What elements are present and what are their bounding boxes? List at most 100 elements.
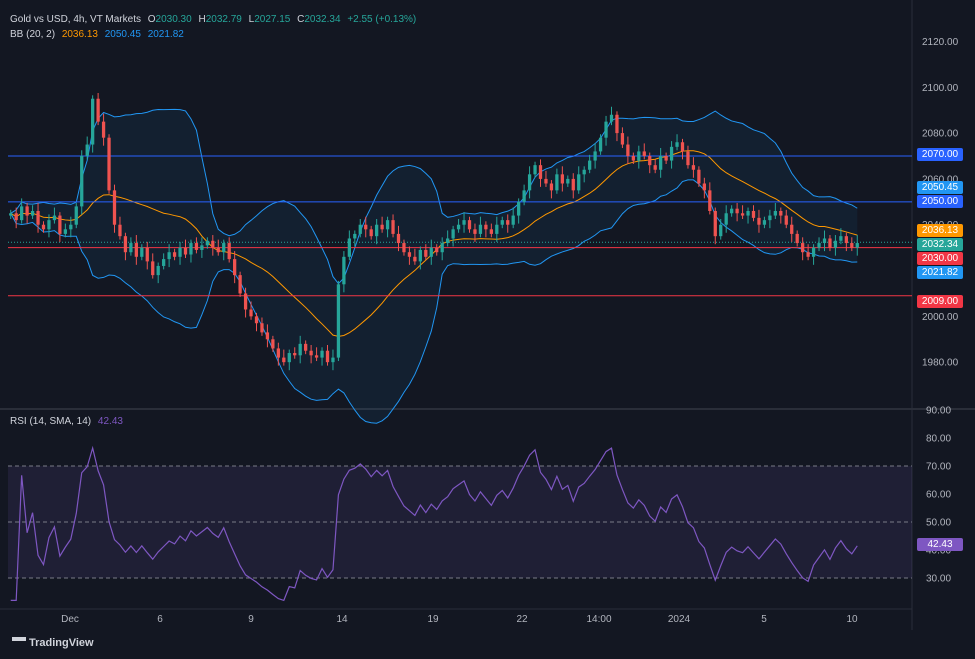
candle-body bbox=[293, 353, 297, 356]
candle-body bbox=[440, 243, 444, 253]
bb-header[interactable]: BB (20, 2) 2036.13 2050.45 2021.82 bbox=[10, 29, 188, 40]
candle-body bbox=[500, 220, 504, 225]
candle-body bbox=[265, 332, 270, 340]
candle-body bbox=[9, 213, 13, 216]
candle-body bbox=[380, 224, 384, 230]
price-tick-label: 2080.00 bbox=[922, 129, 959, 140]
candle-body bbox=[462, 220, 466, 225]
candle-body bbox=[276, 348, 280, 358]
rsi-label: RSI (14, SMA, 14) bbox=[10, 416, 92, 427]
candle-body bbox=[538, 165, 543, 179]
candle-body bbox=[806, 252, 810, 257]
candle-body bbox=[631, 156, 635, 161]
tag-last-close: 2032.34 bbox=[917, 238, 963, 251]
candle-body bbox=[36, 210, 40, 225]
open-value: 2030.30 bbox=[155, 14, 192, 25]
candle-body bbox=[506, 220, 510, 225]
candle-body bbox=[626, 144, 630, 156]
candle-body bbox=[391, 220, 395, 234]
candle-body bbox=[178, 247, 182, 257]
candle-body bbox=[25, 206, 29, 216]
candle-body bbox=[702, 183, 706, 191]
candle-body bbox=[839, 236, 843, 241]
candle-body bbox=[200, 245, 204, 250]
candle-body bbox=[91, 98, 95, 145]
candle-body bbox=[544, 178, 548, 184]
time-tick-label: 14:00 bbox=[586, 614, 611, 625]
candle-body bbox=[140, 247, 144, 257]
candle-body bbox=[396, 233, 401, 244]
candle-body bbox=[282, 357, 286, 363]
candle-body bbox=[669, 146, 674, 161]
candle-body bbox=[549, 183, 554, 191]
candle-body bbox=[533, 165, 537, 175]
candle-body bbox=[768, 215, 772, 221]
tradingview-logo[interactable]: TradingView bbox=[12, 637, 94, 649]
candle-body bbox=[588, 160, 592, 170]
symbol-title[interactable]: Gold vs USD, 4h, VT Markets bbox=[10, 14, 141, 25]
bb-lower-value: 2021.82 bbox=[147, 29, 184, 40]
candle-body bbox=[424, 249, 428, 257]
candle-body bbox=[811, 247, 816, 257]
open-label: O bbox=[147, 14, 156, 25]
candle-body bbox=[817, 243, 821, 248]
candle-body bbox=[446, 238, 450, 244]
candle-body bbox=[779, 210, 783, 216]
price-tick-label: 2060.00 bbox=[922, 174, 959, 185]
time-tick-label: 5 bbox=[761, 614, 767, 625]
candle-body bbox=[664, 156, 668, 161]
candle-body bbox=[320, 350, 324, 358]
candle-body bbox=[478, 224, 483, 234]
candle-body bbox=[369, 229, 373, 237]
candle-body bbox=[74, 206, 78, 225]
symbol-header: Gold vs USD, 4h, VT Markets O2030.30 H20… bbox=[10, 14, 420, 25]
time-tick-label: 10 bbox=[846, 614, 858, 625]
candle-body bbox=[123, 236, 128, 253]
candle-body bbox=[790, 224, 794, 234]
candle-body bbox=[850, 243, 854, 248]
candle-body bbox=[325, 350, 330, 363]
candle-body bbox=[467, 220, 472, 230]
candle-body bbox=[686, 151, 690, 166]
candle-body bbox=[222, 243, 226, 253]
candle-body bbox=[151, 261, 155, 276]
rsi-value: 42.43 bbox=[97, 416, 123, 427]
candle-body bbox=[194, 243, 199, 250]
candle-body bbox=[172, 252, 177, 257]
candle-body bbox=[375, 224, 379, 237]
price-tick-label: 1980.00 bbox=[922, 358, 959, 369]
candle-body bbox=[773, 210, 777, 216]
candle-body bbox=[314, 355, 319, 358]
candle-body bbox=[101, 121, 106, 138]
candle-body bbox=[740, 213, 745, 216]
candle-body bbox=[637, 151, 641, 161]
candle-body bbox=[353, 233, 357, 239]
candle-body bbox=[708, 190, 712, 211]
candle-body bbox=[560, 174, 564, 184]
candle-body bbox=[385, 220, 390, 230]
candle-body bbox=[495, 224, 499, 234]
candle-body bbox=[145, 247, 149, 262]
candle-body bbox=[456, 224, 461, 230]
time-tick-label: 14 bbox=[336, 614, 348, 625]
candle-body bbox=[615, 114, 619, 134]
bb-upper-line bbox=[10, 108, 858, 285]
candle-body bbox=[80, 156, 84, 207]
candle-body bbox=[511, 215, 515, 225]
candle-body bbox=[489, 229, 493, 234]
candle-body bbox=[30, 210, 35, 216]
candle-body bbox=[757, 217, 761, 225]
candle-body bbox=[801, 243, 805, 253]
candle-body bbox=[58, 215, 62, 234]
bb-label: BB (20, 2) bbox=[10, 29, 56, 40]
candle-body bbox=[260, 323, 264, 333]
time-tick-label: 2024 bbox=[668, 614, 691, 625]
candle-body bbox=[746, 210, 750, 216]
candle-body bbox=[331, 357, 335, 363]
candle-body bbox=[680, 142, 685, 152]
candle-body bbox=[571, 178, 575, 191]
rsi-header[interactable]: RSI (14, SMA, 14) 42.43 bbox=[10, 416, 127, 427]
candle-body bbox=[227, 243, 231, 260]
price-tick-label: 2120.00 bbox=[922, 37, 959, 48]
